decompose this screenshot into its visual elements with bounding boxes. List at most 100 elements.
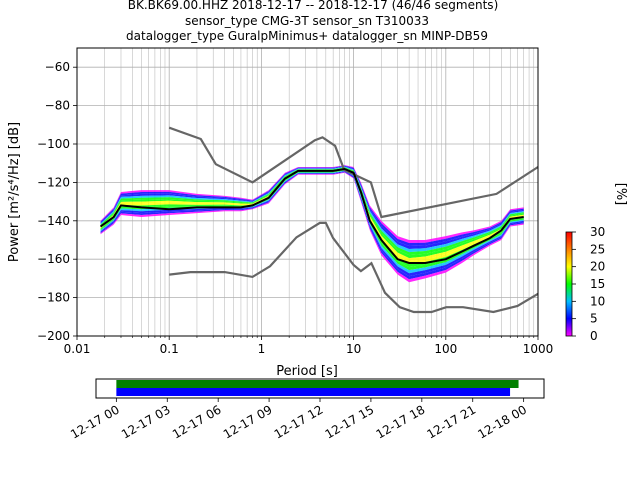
density-cell [224,202,241,205]
density-cell [100,219,114,232]
density-cell [333,166,345,170]
density-cell [360,187,370,215]
colorbar-tick-label: 20 [590,260,605,274]
density-cell [298,173,317,174]
density-cell [501,211,511,225]
density-cell [284,168,299,177]
density-cell [397,249,410,259]
colorbar-tick-label: 5 [590,312,598,326]
density-cell [409,245,426,250]
density-cell [120,213,142,217]
density-cell [316,173,334,174]
density-cell [169,204,197,207]
density-cell [344,172,354,179]
density-cell [252,191,269,202]
y-tick-label: −140 [37,214,70,228]
density-cell [473,243,490,254]
density-cell [462,237,474,244]
density-cell [397,266,410,277]
density-cell [489,235,502,244]
density-cell [298,168,317,169]
density-cell [489,233,502,241]
y-tick-label: −160 [37,252,70,266]
density-cell [100,220,114,233]
density-cell [284,172,299,182]
density-cell [268,175,285,194]
density-cell [268,183,285,204]
density-cell [120,208,142,212]
density-cell [360,200,370,231]
density-cell [284,171,299,182]
density-cell [113,192,121,209]
density-cell [381,228,398,248]
x-axis-label: Period [s] [276,364,338,379]
density-cell [369,210,382,231]
density-cell [445,238,463,247]
density-cell [501,221,511,236]
coverage-bar [116,388,511,396]
density-cell [252,194,269,204]
density-cell [369,205,382,224]
density-cell [353,176,361,199]
density-cell [489,227,502,235]
density-cell [252,195,269,205]
density-cell [381,252,398,275]
density-cell [141,200,170,204]
density-cell [501,210,511,224]
title-line-2: sensor_type CMG-3T sensor_sn T310033 [185,14,429,28]
density-cell [344,171,354,178]
density-cell [473,227,490,234]
density-cell [240,200,253,203]
density-cell [425,264,446,273]
density-cell [501,212,511,227]
density-cell [344,165,354,168]
density-cell [298,167,317,169]
density-cell [196,202,225,204]
density-cell [360,196,370,226]
density-cell [333,166,345,169]
density-cell [353,168,361,187]
density-cell [381,247,398,270]
density-cell [489,226,502,234]
density-cell [462,242,474,250]
density-cell [141,198,170,202]
colorbar-ticks: 0 5 10 15 20 25 30 [572,225,605,343]
density-cell [510,223,524,227]
density-cell [462,230,474,235]
density-cell [240,197,253,201]
density-cell [100,212,114,226]
density-cell [409,272,426,280]
density-cell [224,209,241,211]
density-cell [252,202,269,210]
density-cell [284,173,299,184]
density-cell [224,199,241,202]
density-cell [196,207,225,211]
time-tick-label: 12-17 06 [170,402,224,441]
density-cell [268,181,285,201]
density-cell [510,211,524,215]
x-tick-label: 0.01 [64,342,91,356]
density-cell [169,210,197,214]
density-cell [501,222,511,238]
density-cell [268,181,285,202]
density-cell [252,192,269,203]
density-cell [113,196,121,213]
density-cell [425,254,446,262]
density-cell [462,251,474,261]
x-tick-label: 100 [434,342,457,356]
density-cell [510,219,524,223]
density-cell [381,235,398,256]
density-cell [169,198,197,203]
density-cell [445,234,463,242]
density-cell [196,193,225,197]
density-cell [224,210,241,212]
density-cell [397,269,410,280]
density-cell [489,222,502,230]
density-cell [510,218,524,222]
density-cell [252,190,269,201]
x-tick-label: 0.1 [160,342,179,356]
density-cell [298,167,317,168]
density-cell [353,177,361,202]
density-cell [473,236,490,245]
density-cell [284,174,299,185]
